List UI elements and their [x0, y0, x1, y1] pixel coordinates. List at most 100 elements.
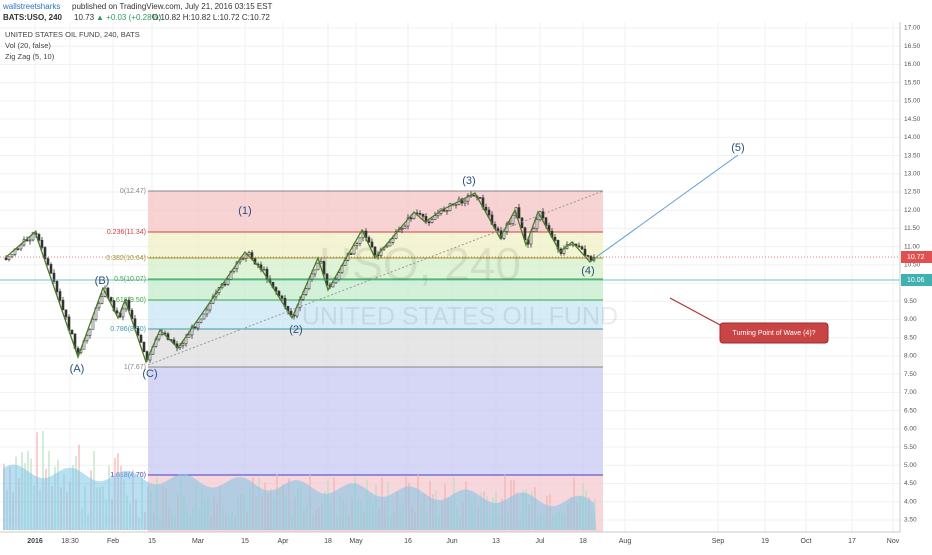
time-tick-label: 18 — [324, 538, 332, 545]
candle-body — [589, 256, 593, 261]
candle-body — [487, 209, 491, 216]
candle-body — [355, 243, 359, 247]
candle-body — [478, 197, 482, 199]
price-tick-label: 15.50 — [904, 79, 921, 86]
candle-body — [337, 272, 341, 280]
fib-zone — [148, 191, 603, 232]
candle-body — [64, 309, 68, 318]
price-badge-label: 10.06 — [907, 277, 925, 284]
candle-body — [193, 326, 197, 329]
wave-label: (4) — [581, 265, 594, 277]
time-tick-label: Sep — [712, 538, 725, 545]
price-tick-label: 6.00 — [904, 426, 917, 433]
time-tick-label: 15 — [148, 538, 156, 545]
candle-body — [301, 294, 305, 300]
candle-body — [16, 248, 20, 251]
symbol: BATS:USO, 240 — [3, 13, 63, 22]
time-tick-label: 15 — [241, 538, 249, 545]
price-tick-label: 11.50 — [904, 225, 920, 232]
wave-label: (A) — [70, 363, 85, 375]
volume-average — [3, 464, 596, 530]
candle-body — [247, 252, 251, 256]
candle-body — [289, 310, 293, 316]
candle-body — [319, 261, 323, 264]
candle-body — [58, 291, 62, 301]
fib-zone — [148, 367, 603, 475]
time-tick-label: 16 — [404, 538, 412, 545]
fib-zone — [148, 329, 603, 367]
price-tick-label: 12.00 — [904, 207, 921, 214]
candle-body — [136, 327, 140, 336]
candle-body — [316, 262, 320, 271]
time-tick-label: Nov — [887, 538, 900, 545]
fib-zone — [148, 300, 603, 329]
candle-body — [313, 269, 317, 275]
price-tick-label: 5.00 — [904, 462, 917, 469]
candle-body — [472, 194, 476, 197]
price-tick-label: 14.50 — [904, 116, 921, 123]
candle-body — [400, 228, 404, 231]
candle-body — [448, 203, 452, 212]
price-tick-label: 10.50 — [904, 262, 921, 269]
axes: 17.00 16.50 16.00 15.50 15.00 14.50 14.00 13.50… — [0, 22, 932, 545]
annotation-text: Turning Point of Wave (4)? — [732, 330, 815, 337]
candle-body — [373, 246, 377, 256]
candle-body — [100, 296, 104, 304]
time-tick-label: Aug — [619, 538, 632, 545]
price-badge-label: 10.72 — [907, 254, 925, 261]
candle-body — [223, 283, 227, 286]
time-tick-label: Mar — [192, 538, 205, 545]
candle-body — [10, 254, 14, 258]
fib-label: 0(12.47) — [120, 188, 146, 195]
time-tick-label: Jun — [446, 538, 457, 545]
legend-volume: Vol (20, false) — [5, 41, 51, 50]
candle-body — [541, 211, 545, 219]
price-tick-label: 13.00 — [904, 170, 921, 177]
time-tick-label: Jul — [536, 538, 545, 545]
candle-body — [139, 334, 143, 343]
candle-body — [421, 214, 425, 217]
fib-label: 0.382(10.64) — [106, 255, 146, 262]
price-tick-label: 9.50 — [904, 298, 917, 305]
price-change: ▲ +0.03 (+0.28%) — [96, 13, 162, 22]
candle-body — [28, 239, 32, 242]
candle-body — [85, 335, 89, 342]
time-tick-label: 2016 — [27, 538, 43, 545]
candle-body — [241, 258, 245, 261]
price-tick-label: 16.00 — [904, 61, 921, 68]
time-tick-label: Feb — [107, 538, 119, 545]
candle-body — [304, 288, 308, 295]
candle-body — [196, 322, 200, 329]
candle-body — [310, 273, 314, 280]
candle-body — [370, 241, 374, 248]
candle-body — [580, 246, 584, 250]
candle-body — [52, 272, 56, 282]
time-tick-label: 13 — [492, 538, 500, 545]
candle-body — [406, 217, 410, 227]
time-tick-label: 18 — [579, 538, 587, 545]
candle-body — [115, 310, 119, 314]
candle-body — [466, 195, 470, 202]
last-price: 10.73 — [74, 13, 95, 22]
price-tick-label: 17.00 — [904, 25, 921, 32]
candle-body — [205, 309, 209, 315]
candle-body — [358, 237, 362, 244]
candle-body — [88, 329, 92, 336]
zigzag — [4, 192, 596, 364]
ohlc: O:10.82 H:10.82 L:10.72 C:10.72 — [152, 13, 270, 22]
candle-body — [199, 318, 203, 323]
price-tick-label: 4.00 — [904, 498, 917, 505]
candle-body — [409, 217, 413, 220]
candle-body — [463, 200, 467, 204]
price-tick-label: 5.50 — [904, 444, 917, 451]
price-tick-label: 16.50 — [904, 43, 921, 50]
candle-body — [532, 228, 536, 232]
price-tick-label: 8.50 — [904, 334, 917, 341]
fib-zone — [148, 279, 603, 300]
candle-body — [121, 308, 125, 318]
candle-body — [4, 257, 8, 260]
candle-body — [388, 242, 392, 247]
candle-body — [586, 255, 590, 257]
time-tick-label: 19 — [761, 538, 769, 545]
